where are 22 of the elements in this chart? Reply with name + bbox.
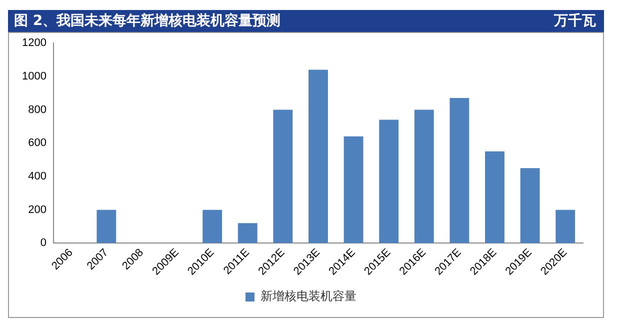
- y-tick-label: 400: [28, 170, 46, 182]
- bar: [344, 136, 364, 244]
- y-tick-label: 600: [28, 137, 46, 150]
- y-tick-label: 1200: [22, 37, 46, 50]
- chart-title: 图 2、我国未来每年新增核电装机容量预测: [14, 12, 281, 31]
- bar: [485, 151, 504, 244]
- bar: [202, 210, 222, 244]
- bar: [96, 210, 116, 244]
- bar: [273, 110, 293, 244]
- bar: [379, 120, 399, 244]
- y-tick-label: 200: [28, 204, 46, 216]
- y-axis-title: 万千瓦: [554, 12, 596, 31]
- y-tick-label: 0: [40, 237, 46, 250]
- y-tick-label: 1000: [22, 70, 46, 82]
- bar: [520, 168, 540, 244]
- bar: [414, 110, 434, 244]
- bar: [450, 98, 470, 244]
- legend-label: 新增核电装机容量: [260, 289, 356, 304]
- bar: [556, 210, 576, 244]
- bar: [308, 70, 328, 244]
- y-tick-label: 800: [28, 104, 46, 116]
- bar: [238, 223, 258, 244]
